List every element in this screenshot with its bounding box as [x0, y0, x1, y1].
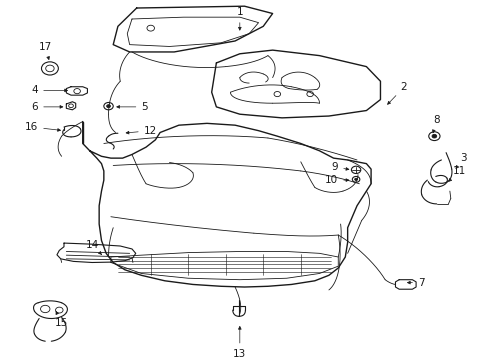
Text: 2: 2 — [387, 82, 407, 104]
Text: 7: 7 — [407, 278, 424, 288]
Text: 13: 13 — [233, 327, 246, 359]
Circle shape — [354, 178, 357, 180]
Text: 4: 4 — [32, 85, 67, 95]
Text: 6: 6 — [32, 102, 62, 112]
Text: 5: 5 — [117, 102, 148, 112]
Text: 17: 17 — [39, 42, 52, 59]
Circle shape — [431, 134, 436, 138]
Text: 9: 9 — [331, 162, 348, 172]
Text: 1: 1 — [236, 7, 243, 30]
Text: 16: 16 — [25, 122, 61, 132]
Text: 15: 15 — [55, 311, 68, 328]
Text: 11: 11 — [448, 166, 466, 181]
Circle shape — [106, 105, 110, 108]
Text: 10: 10 — [325, 175, 348, 185]
Text: 12: 12 — [126, 126, 157, 136]
Text: 3: 3 — [455, 153, 466, 168]
Text: 8: 8 — [431, 115, 439, 133]
Text: 14: 14 — [85, 240, 102, 255]
